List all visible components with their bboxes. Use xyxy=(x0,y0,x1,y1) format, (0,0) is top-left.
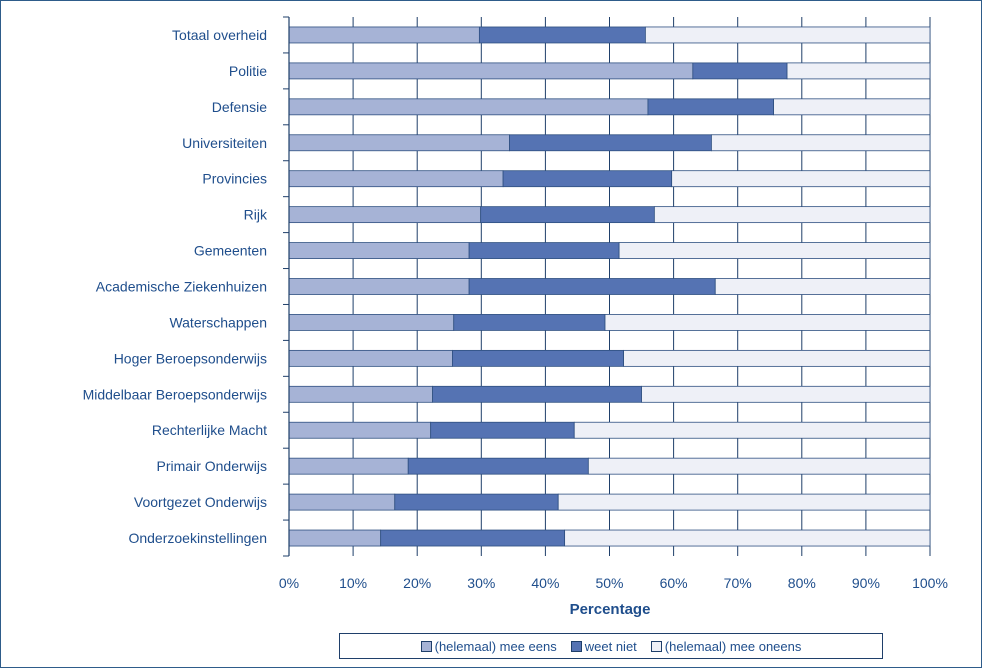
bar-segment xyxy=(288,457,409,475)
bar-segment xyxy=(564,529,931,547)
bar-segment xyxy=(288,278,470,295)
bar-segment xyxy=(468,278,716,295)
x-tick-label: 50% xyxy=(595,575,623,591)
legend-label-agree: (helemaal) mee eens xyxy=(434,638,557,654)
category-label: Rechterlijke Macht xyxy=(152,422,267,438)
bar-segment xyxy=(288,421,432,439)
bar-segment xyxy=(288,134,510,152)
category-label: Universiteiten xyxy=(182,135,267,151)
x-tick-label: 60% xyxy=(660,575,688,591)
legend: (helemaal) mee eens weet niet (helemaal)… xyxy=(339,633,883,659)
x-tick-label: 40% xyxy=(531,575,559,591)
x-tick-label: 10% xyxy=(339,575,367,591)
legend-swatch-agree xyxy=(420,640,432,652)
legend-label-disagree: (helemaal) mee oneens xyxy=(664,638,802,654)
bar-segment xyxy=(644,26,931,44)
bar-segment xyxy=(573,421,931,439)
bar-segment xyxy=(587,457,931,475)
bar-segment xyxy=(288,26,480,44)
bar-segment xyxy=(380,529,566,547)
category-label: Politie xyxy=(229,63,267,79)
bar-segment xyxy=(692,62,788,80)
bar-segment xyxy=(711,134,931,152)
bar-segment xyxy=(288,170,504,188)
bar-segment xyxy=(288,385,433,403)
bar-segment xyxy=(394,493,559,511)
category-label: Primair Onderwijs xyxy=(157,458,267,474)
bar-segment xyxy=(641,385,931,403)
category-label: Waterschappen xyxy=(169,314,267,330)
x-tick-label: 0% xyxy=(279,575,299,591)
x-tick-label: 30% xyxy=(467,575,495,591)
legend-item-dont-know: weet niet xyxy=(570,638,637,654)
bar-segment xyxy=(432,385,642,403)
category-label: Rijk xyxy=(244,207,268,223)
x-tick-label: 70% xyxy=(724,575,752,591)
legend-swatch-dont-know xyxy=(570,640,582,652)
category-label: Totaal overheid xyxy=(172,27,267,43)
bar-segment xyxy=(480,206,655,224)
x-tick-label: 20% xyxy=(403,575,431,591)
bar-segment xyxy=(452,349,625,367)
category-labels: Totaal overheid Politie Defensie Universite… xyxy=(83,27,268,546)
bar-segment xyxy=(509,134,712,152)
bar-segment xyxy=(557,493,931,511)
bar-segment xyxy=(671,170,931,188)
x-tick-label: 100% xyxy=(912,575,948,591)
x-tick-label: 80% xyxy=(788,575,816,591)
bar-segment xyxy=(618,242,931,259)
legend-item-disagree: (helemaal) mee oneens xyxy=(650,638,802,654)
bar-segment xyxy=(468,242,620,259)
category-label: Hoger Beroepsonderwijs xyxy=(114,350,267,366)
bar-segment xyxy=(453,314,606,331)
category-label: Academische Ziekenhuizen xyxy=(96,279,267,295)
category-label: Defensie xyxy=(212,99,267,115)
x-tick-labels: 0% 10% 20% 30% 40% 50% 60% 70% 80% 90% 100% xyxy=(279,575,948,591)
bar-segment xyxy=(478,26,646,44)
bar-segment xyxy=(288,529,382,547)
bar-segment xyxy=(430,421,575,439)
x-tick-label: 90% xyxy=(852,575,880,591)
category-label: Voortgezet Onderwijs xyxy=(134,494,267,510)
bar-segment xyxy=(288,314,455,331)
y-axis xyxy=(283,16,290,557)
bar-segment xyxy=(288,349,453,367)
bar-segment xyxy=(773,98,931,116)
bar-segment xyxy=(288,206,482,224)
bar-segment xyxy=(502,170,673,188)
bars xyxy=(288,26,931,547)
x-axis-title: Percentage xyxy=(570,601,651,618)
bar-segment xyxy=(623,349,931,367)
bar-segment xyxy=(407,457,589,475)
bar-segment xyxy=(653,206,931,224)
legend-item-agree: (helemaal) mee eens xyxy=(420,638,557,654)
bar-segment xyxy=(288,62,694,80)
legend-swatch-disagree xyxy=(650,640,662,652)
bar-segment xyxy=(714,278,931,295)
bar-segment xyxy=(288,242,470,259)
bar-segment xyxy=(288,98,649,116)
bar-segment xyxy=(786,62,931,80)
bar-segment xyxy=(604,314,931,331)
category-label: Provincies xyxy=(202,171,267,187)
legend-label-dont-know: weet niet xyxy=(584,638,637,654)
bar-segment xyxy=(647,98,774,116)
category-label: Onderzoekinstellingen xyxy=(128,530,267,546)
category-label: Gemeenten xyxy=(194,243,267,259)
category-label: Middelbaar Beroepsonderwijs xyxy=(83,386,267,402)
bar-segment xyxy=(288,493,396,511)
